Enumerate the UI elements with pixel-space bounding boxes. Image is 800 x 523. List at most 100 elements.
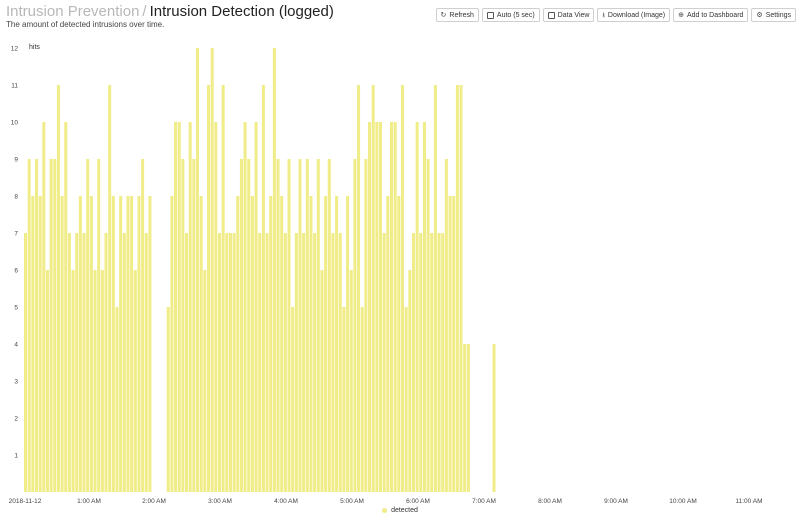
bar[interactable] bbox=[108, 85, 112, 492]
bar[interactable] bbox=[291, 307, 295, 492]
chart-legend[interactable]: detected bbox=[0, 507, 800, 514]
bar[interactable] bbox=[228, 233, 232, 492]
bar[interactable] bbox=[239, 159, 243, 492]
bar[interactable] bbox=[250, 196, 254, 492]
bar[interactable] bbox=[459, 85, 463, 492]
bar[interactable] bbox=[115, 307, 119, 492]
bar[interactable] bbox=[144, 233, 148, 492]
bar[interactable] bbox=[375, 122, 379, 492]
bar[interactable] bbox=[269, 196, 273, 492]
bar[interactable] bbox=[49, 159, 53, 492]
bar[interactable] bbox=[34, 159, 38, 492]
bar[interactable] bbox=[177, 122, 181, 492]
bar[interactable] bbox=[243, 122, 247, 492]
bar[interactable] bbox=[236, 196, 240, 492]
bar[interactable] bbox=[126, 196, 130, 492]
data-view-toggle[interactable]: Data View bbox=[542, 8, 595, 22]
bar[interactable] bbox=[86, 159, 90, 492]
bar[interactable] bbox=[67, 233, 71, 492]
bar[interactable] bbox=[174, 122, 178, 492]
bar[interactable] bbox=[444, 159, 448, 492]
bar[interactable] bbox=[122, 233, 126, 492]
bar[interactable] bbox=[24, 233, 27, 492]
bar[interactable] bbox=[331, 233, 335, 492]
bar[interactable] bbox=[397, 196, 401, 492]
bar[interactable] bbox=[393, 122, 397, 492]
download-image-button[interactable]: ⭳ Download (Image) bbox=[597, 8, 671, 22]
bar[interactable] bbox=[100, 270, 104, 492]
bar[interactable] bbox=[298, 159, 302, 492]
bar[interactable] bbox=[31, 196, 35, 492]
bar[interactable] bbox=[426, 159, 430, 492]
bar[interactable] bbox=[463, 344, 467, 492]
bar[interactable] bbox=[71, 270, 75, 492]
refresh-button[interactable]: ↻ Refresh bbox=[435, 8, 479, 22]
bar[interactable] bbox=[247, 159, 251, 492]
bar[interactable] bbox=[104, 233, 108, 492]
bar[interactable] bbox=[448, 196, 452, 492]
bar[interactable] bbox=[327, 159, 331, 492]
bar[interactable] bbox=[210, 48, 214, 492]
bar[interactable] bbox=[225, 233, 229, 492]
bar[interactable] bbox=[217, 233, 221, 492]
auto-refresh-toggle[interactable]: Auto (5 sec) bbox=[481, 8, 540, 22]
bar[interactable] bbox=[382, 233, 386, 492]
bar[interactable] bbox=[261, 85, 265, 492]
bar[interactable] bbox=[422, 122, 426, 492]
bar[interactable] bbox=[411, 233, 415, 492]
bar[interactable] bbox=[379, 122, 383, 492]
bar[interactable] bbox=[492, 344, 496, 492]
bar[interactable] bbox=[82, 233, 86, 492]
bar[interactable] bbox=[349, 270, 353, 492]
bar[interactable] bbox=[346, 196, 350, 492]
bar[interactable] bbox=[316, 159, 320, 492]
bar[interactable] bbox=[221, 85, 225, 492]
bar[interactable] bbox=[430, 233, 434, 492]
bar[interactable] bbox=[45, 270, 49, 492]
bar[interactable] bbox=[181, 159, 185, 492]
bar[interactable] bbox=[360, 307, 364, 492]
bar[interactable] bbox=[287, 159, 291, 492]
bar[interactable] bbox=[38, 196, 42, 492]
bar[interactable] bbox=[42, 122, 46, 492]
bar[interactable] bbox=[111, 196, 115, 492]
bar[interactable] bbox=[265, 233, 269, 492]
bar[interactable] bbox=[27, 159, 31, 492]
bar[interactable] bbox=[320, 270, 324, 492]
bar[interactable] bbox=[324, 196, 328, 492]
bar[interactable] bbox=[188, 122, 192, 492]
bar[interactable] bbox=[53, 159, 57, 492]
add-to-dashboard-button[interactable]: ⊕ Add to Dashboard bbox=[673, 8, 749, 22]
breadcrumb-parent[interactable]: Intrusion Prevention bbox=[6, 3, 140, 20]
bar[interactable] bbox=[302, 233, 306, 492]
bar[interactable] bbox=[386, 196, 390, 492]
bar[interactable] bbox=[170, 196, 174, 492]
bar[interactable] bbox=[137, 196, 141, 492]
bar[interactable] bbox=[56, 85, 60, 492]
settings-button[interactable]: ⚙ Settings bbox=[751, 8, 796, 22]
bar[interactable] bbox=[119, 196, 123, 492]
bar[interactable] bbox=[130, 196, 134, 492]
bar[interactable] bbox=[368, 122, 372, 492]
bar[interactable] bbox=[455, 85, 459, 492]
bar[interactable] bbox=[258, 233, 262, 492]
bar[interactable] bbox=[89, 196, 93, 492]
bar[interactable] bbox=[254, 122, 258, 492]
bar[interactable] bbox=[64, 122, 68, 492]
bar[interactable] bbox=[232, 233, 236, 492]
bar[interactable] bbox=[166, 307, 170, 492]
bar[interactable] bbox=[93, 270, 97, 492]
bar[interactable] bbox=[75, 233, 79, 492]
bar[interactable] bbox=[309, 196, 313, 492]
bar[interactable] bbox=[141, 159, 145, 492]
bar[interactable] bbox=[364, 159, 368, 492]
bar[interactable] bbox=[419, 233, 423, 492]
bar[interactable] bbox=[133, 270, 137, 492]
bar[interactable] bbox=[148, 196, 152, 492]
bar[interactable] bbox=[452, 196, 456, 492]
bar[interactable] bbox=[276, 159, 280, 492]
bar[interactable] bbox=[78, 196, 82, 492]
bar[interactable] bbox=[280, 196, 284, 492]
bar[interactable] bbox=[342, 307, 346, 492]
bar[interactable] bbox=[353, 159, 357, 492]
